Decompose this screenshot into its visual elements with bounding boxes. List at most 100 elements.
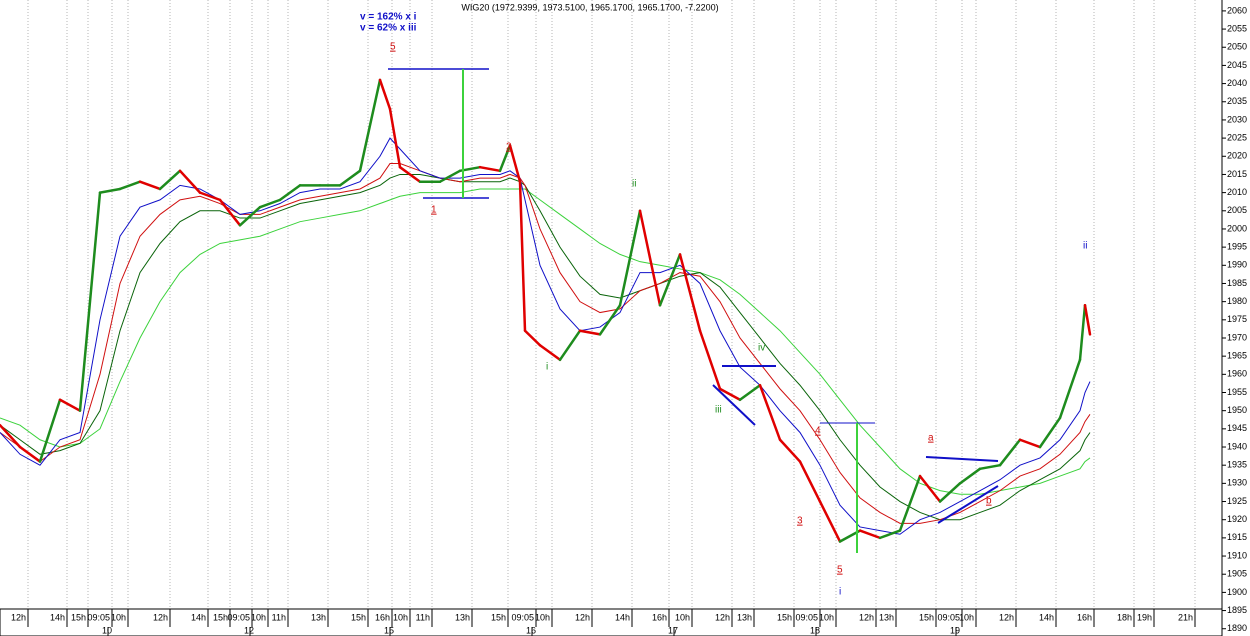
- price-segment: [878, 529, 902, 540]
- price-segment: [238, 205, 262, 227]
- day-tick-label: 19: [950, 625, 960, 635]
- y-tick-label: 2045: [1227, 60, 1247, 70]
- x-tick-label: 12h: [11, 612, 26, 622]
- x-tick-label: 10h: [111, 612, 126, 622]
- price-segment: [388, 107, 402, 169]
- price-segment: [638, 209, 662, 307]
- price-segment: [0, 423, 22, 449]
- y-tick-label: 1955: [1227, 387, 1247, 397]
- x-tick-label: 16h: [652, 612, 667, 622]
- price-segment: [18, 445, 42, 463]
- price-segment: [618, 209, 642, 307]
- moving-average: [0, 188, 1091, 495]
- day-tick-label: 15: [384, 625, 394, 635]
- wave-label: 5: [390, 42, 396, 53]
- x-tick-label: 13h: [879, 612, 894, 622]
- y-tick-label: 1890: [1227, 623, 1247, 633]
- price-segment: [1038, 416, 1062, 449]
- day-tick-label: 17: [668, 625, 678, 635]
- wave-label: 4: [815, 426, 821, 437]
- price-segment: [598, 304, 622, 336]
- x-tick-label: 12h: [575, 612, 590, 622]
- x-tick-label: 10h: [959, 612, 974, 622]
- x-tick-label: 14h: [50, 612, 65, 622]
- x-tick-label: 12h: [859, 612, 874, 622]
- moving-average: [0, 173, 1091, 521]
- x-tick-label: 14h: [191, 612, 206, 622]
- x-tick-label: 12h: [999, 612, 1014, 622]
- price-segment: [258, 198, 282, 209]
- y-tick-label: 1935: [1227, 460, 1247, 470]
- x-tick-label: 13h: [455, 612, 470, 622]
- y-tick-label: 2010: [1227, 187, 1247, 197]
- y-tick-label: 1900: [1227, 587, 1247, 597]
- price-segment: [118, 180, 142, 191]
- wave-label: 5: [837, 565, 843, 576]
- chart-title: WIG20 (1972.9399, 1973.5100, 1965.1700, …: [461, 2, 718, 12]
- y-tick-label: 2000: [1227, 223, 1247, 233]
- price-segment: [198, 191, 222, 202]
- price-segment: [38, 398, 62, 463]
- wave-label: a: [928, 433, 934, 444]
- wave-label: ii: [632, 179, 636, 190]
- x-axis-panel: [0, 608, 1223, 636]
- y-tick-label: 1940: [1227, 441, 1247, 451]
- y-tick-label: 1905: [1227, 569, 1247, 579]
- y-tick-label: 1945: [1227, 423, 1247, 433]
- wave-label: 3: [797, 516, 803, 527]
- annotations: v = 162% x i v = 62% x iii 5 1 2 i ii ii…: [360, 12, 1087, 598]
- y-tick-label: 2035: [1227, 96, 1247, 106]
- price-segment: [738, 383, 762, 402]
- price-segment: [1058, 358, 1082, 420]
- price-segment: [398, 165, 422, 183]
- trend-line: [712, 384, 756, 426]
- x-tick-label: 15h: [71, 612, 86, 622]
- y-tick-label: 2005: [1227, 205, 1247, 215]
- price-segment: [523, 329, 542, 347]
- x-tick-label: 12h: [153, 612, 168, 622]
- x-tick-label: 09:05: [937, 612, 960, 622]
- y-tick-label: 1925: [1227, 496, 1247, 506]
- y-tick-label: 2020: [1227, 151, 1247, 161]
- price-segment: [978, 463, 1002, 471]
- x-tick-label: 10h: [675, 612, 690, 622]
- x-tick-label: 09:05: [227, 612, 250, 622]
- y-tick-label: 2055: [1227, 23, 1247, 33]
- y-tick-label: 1960: [1227, 369, 1247, 379]
- price-segment: [958, 467, 982, 485]
- grid: [27, 0, 1196, 609]
- price-segment: [698, 329, 722, 391]
- price-segment: [798, 460, 822, 503]
- plot-area: [0, 78, 1092, 543]
- x-tick-label: 10h: [251, 612, 266, 622]
- day-tick-label: 12: [244, 625, 254, 635]
- day-tick-label: 18: [810, 625, 820, 635]
- wave-label: 1: [431, 205, 437, 216]
- drawings: [388, 68, 999, 553]
- x-tick-label: 14h: [615, 612, 630, 622]
- wave-label: 2: [506, 142, 512, 153]
- x-tick-label: 13h: [737, 612, 752, 622]
- wave-label: i: [839, 587, 841, 598]
- price-segment: [1018, 438, 1042, 449]
- y-tick-label: 1970: [1227, 332, 1247, 342]
- wave-label: i: [546, 362, 548, 373]
- y-tick-label: 1895: [1227, 605, 1247, 615]
- x-tick-label: 11h: [416, 612, 430, 622]
- moving-average: [0, 163, 1091, 524]
- wave-label: iii: [715, 405, 722, 416]
- x-tick-label: 15h: [213, 612, 228, 622]
- price-segment: [678, 253, 702, 332]
- y-tick-label: 1950: [1227, 405, 1247, 415]
- price-segment: [818, 500, 842, 543]
- y-tick-label: 1985: [1227, 278, 1247, 288]
- y-tick-label: 1995: [1227, 242, 1247, 252]
- price-segment: [378, 78, 392, 111]
- price-segment: [1083, 304, 1092, 336]
- y-tick-label: 1980: [1227, 296, 1247, 306]
- y-tick-label: 1915: [1227, 532, 1247, 542]
- price-segment: [478, 165, 502, 173]
- x-tick-label: 11h: [272, 612, 286, 622]
- price-segment: [218, 198, 242, 227]
